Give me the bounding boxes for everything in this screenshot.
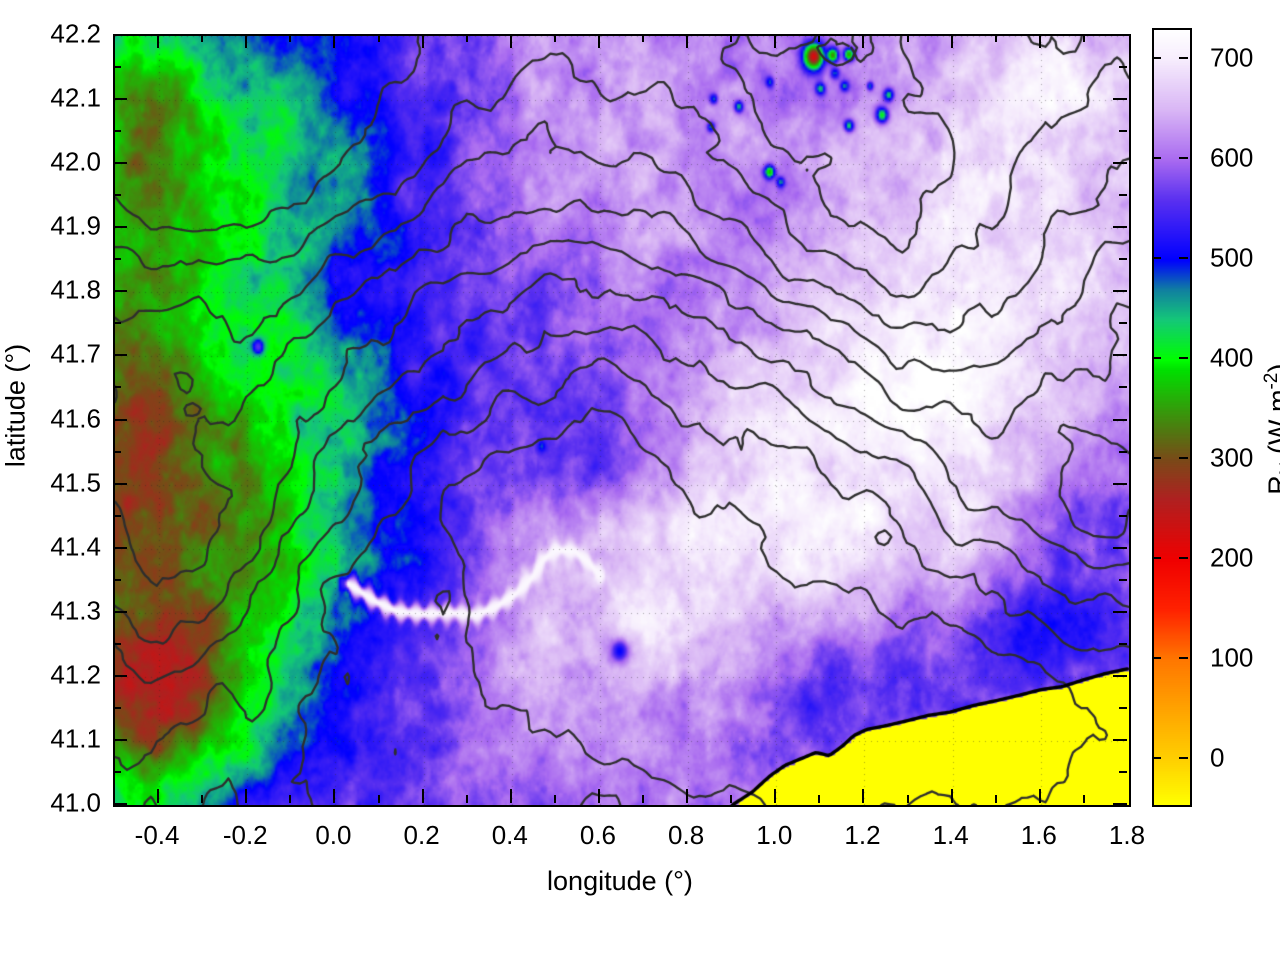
net-radiation-field-canvas [115, 36, 1129, 805]
x-axis-tick-label: 0.2 [403, 820, 440, 850]
y-axis-tick-label: 41.3 [50, 595, 101, 626]
colorbar-title-paren: ) [1263, 364, 1280, 373]
colorbar-gradient-canvas [1154, 30, 1190, 805]
y-axis-tick-label: 41.0 [50, 787, 101, 818]
colorbar-tick-label: 600 [1210, 142, 1254, 173]
y-axis-title: latitude (°) [0, 343, 31, 468]
x-axis-tick-label: 0.8 [668, 820, 705, 850]
y-axis-tick-label: 41.6 [50, 403, 101, 433]
y-axis-tick-label: 41.1 [50, 723, 101, 754]
colorbar-title-superscript: -2 [1260, 372, 1280, 390]
colorbar-tick-label: 300 [1210, 442, 1254, 473]
y-axis-tick-label: 42.2 [50, 18, 101, 49]
y-axis-tick-label: 41.2 [50, 659, 101, 690]
x-axis-tick-label: 1.6 [1020, 820, 1057, 850]
x-axis-tick-label: 0.6 [579, 820, 617, 850]
y-axis-tick-label: 41.4 [50, 531, 101, 562]
colorbar-tick-label: 0 [1210, 742, 1225, 773]
heatmap-plot-panel [113, 34, 1131, 807]
x-axis-tick-label: 1.8 [1108, 820, 1146, 850]
y-axis-tick-label: 42.1 [50, 82, 101, 113]
x-axis-tick-label: 0.4 [491, 820, 528, 850]
colorbar-title: RN (W m-2) [1261, 279, 1280, 579]
colorbar-title-symbol: R [1263, 475, 1280, 495]
colorbar-title-unit: (W m [1262, 390, 1280, 455]
y-axis-tick-label: 41.7 [50, 338, 101, 369]
x-axis-tick-label: 0.0 [315, 820, 352, 850]
y-axis-tick-label: 41.5 [50, 467, 101, 498]
colorbar-panel [1152, 28, 1192, 807]
x-axis-tick-label: -0.4 [134, 820, 180, 850]
colorbar-tick-label: 100 [1210, 642, 1254, 673]
colorbar-tick-label: 500 [1210, 242, 1254, 273]
colorbar-tick-label: 200 [1210, 542, 1254, 573]
x-axis-tick-label: 1.0 [756, 820, 793, 850]
x-axis-tick-label: -0.2 [222, 820, 268, 850]
colorbar-tick-label: 400 [1210, 342, 1254, 373]
x-axis-tick-label: 1.4 [932, 820, 969, 850]
x-axis-tick-label: 1.2 [844, 820, 881, 850]
y-axis-tick-label: 41.8 [50, 274, 101, 305]
y-axis-tick-label: 42.0 [50, 146, 101, 177]
colorbar-tick-label: 700 [1210, 42, 1254, 73]
x-axis-title: longitude (°) [547, 866, 693, 896]
y-axis-tick-label: 41.9 [50, 210, 101, 241]
